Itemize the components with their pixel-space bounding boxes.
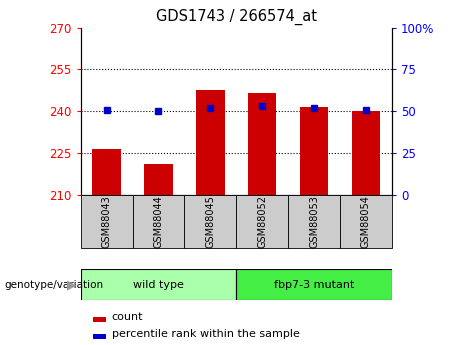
- Text: genotype/variation: genotype/variation: [5, 280, 104, 289]
- Text: GSM88054: GSM88054: [361, 195, 371, 248]
- Text: GSM88053: GSM88053: [309, 195, 319, 248]
- Title: GDS1743 / 266574_at: GDS1743 / 266574_at: [156, 9, 317, 25]
- Bar: [352, 111, 380, 195]
- Bar: [93, 317, 106, 322]
- Bar: [92, 149, 121, 195]
- FancyBboxPatch shape: [288, 195, 340, 248]
- Text: percentile rank within the sample: percentile rank within the sample: [112, 329, 300, 339]
- Bar: [196, 90, 225, 195]
- FancyBboxPatch shape: [81, 269, 236, 300]
- FancyBboxPatch shape: [133, 195, 184, 248]
- FancyBboxPatch shape: [236, 269, 392, 300]
- Text: GSM88052: GSM88052: [257, 195, 267, 248]
- Text: ▶: ▶: [67, 278, 76, 291]
- Text: GSM88044: GSM88044: [154, 195, 164, 248]
- FancyBboxPatch shape: [236, 195, 288, 248]
- Bar: [300, 107, 328, 195]
- Text: wild type: wild type: [133, 280, 184, 289]
- Bar: [93, 334, 106, 339]
- Bar: [248, 93, 277, 195]
- Text: GSM88043: GSM88043: [101, 195, 112, 248]
- Bar: [144, 164, 173, 195]
- Text: fbp7-3 mutant: fbp7-3 mutant: [274, 280, 354, 289]
- FancyBboxPatch shape: [184, 195, 236, 248]
- Text: GSM88045: GSM88045: [205, 195, 215, 248]
- FancyBboxPatch shape: [81, 195, 133, 248]
- Text: count: count: [112, 312, 143, 322]
- FancyBboxPatch shape: [340, 195, 392, 248]
